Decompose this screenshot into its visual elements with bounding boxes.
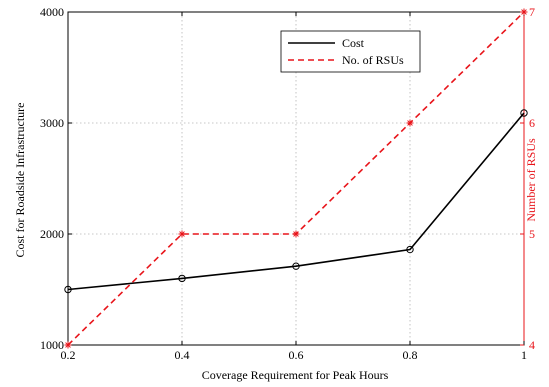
y-left-tick-label: 3000 <box>40 116 64 130</box>
star-stroke <box>293 231 299 237</box>
legend-label-cost: Cost <box>342 36 365 50</box>
y-axis-right-label: Number of RSUs <box>524 138 538 222</box>
data-point-rsus <box>64 341 72 349</box>
legend-label-rsus: No. of RSUs <box>342 53 404 67</box>
series-line-cost <box>67 112 525 291</box>
y-left-tick-label: 2000 <box>40 227 64 241</box>
x-tick-label: 1 <box>521 348 527 362</box>
y-right-tick-label: 7 <box>529 5 535 19</box>
data-point-rsus <box>292 230 300 238</box>
data-point-rsus <box>406 119 414 127</box>
data-point-rsus <box>178 230 186 238</box>
star-stroke <box>179 231 185 237</box>
data-point-cost <box>292 262 300 270</box>
star-stroke <box>521 9 527 15</box>
x-tick-label: 0.8 <box>403 348 418 362</box>
y-right-tick-label: 4 <box>529 338 535 352</box>
star-stroke <box>65 342 71 348</box>
data-point-rsus <box>520 8 528 16</box>
y-left-tick-label: 4000 <box>40 5 64 19</box>
y-right-tick-label: 6 <box>529 116 535 130</box>
y-left-tick-label: 1000 <box>40 338 64 352</box>
data-point-cost <box>406 245 414 254</box>
y-axis-left-label: Cost for Roadside Infrastructure <box>13 103 27 258</box>
data-point-cost <box>64 285 72 294</box>
x-tick-label: 0.6 <box>289 348 304 362</box>
x-axis-label: Coverage Requirement for Peak Hours <box>202 368 389 382</box>
y-right-tick-label: 5 <box>529 227 535 241</box>
x-tick-label: 0.4 <box>175 348 190 362</box>
legend-box <box>280 30 421 73</box>
x-tick-label: 0.2 <box>61 348 76 362</box>
star-stroke <box>407 120 413 126</box>
legend: Cost No. of RSUs <box>280 30 421 73</box>
data-point-cost <box>520 109 528 117</box>
data-point-cost <box>178 274 186 283</box>
markers-layer <box>64 8 528 349</box>
